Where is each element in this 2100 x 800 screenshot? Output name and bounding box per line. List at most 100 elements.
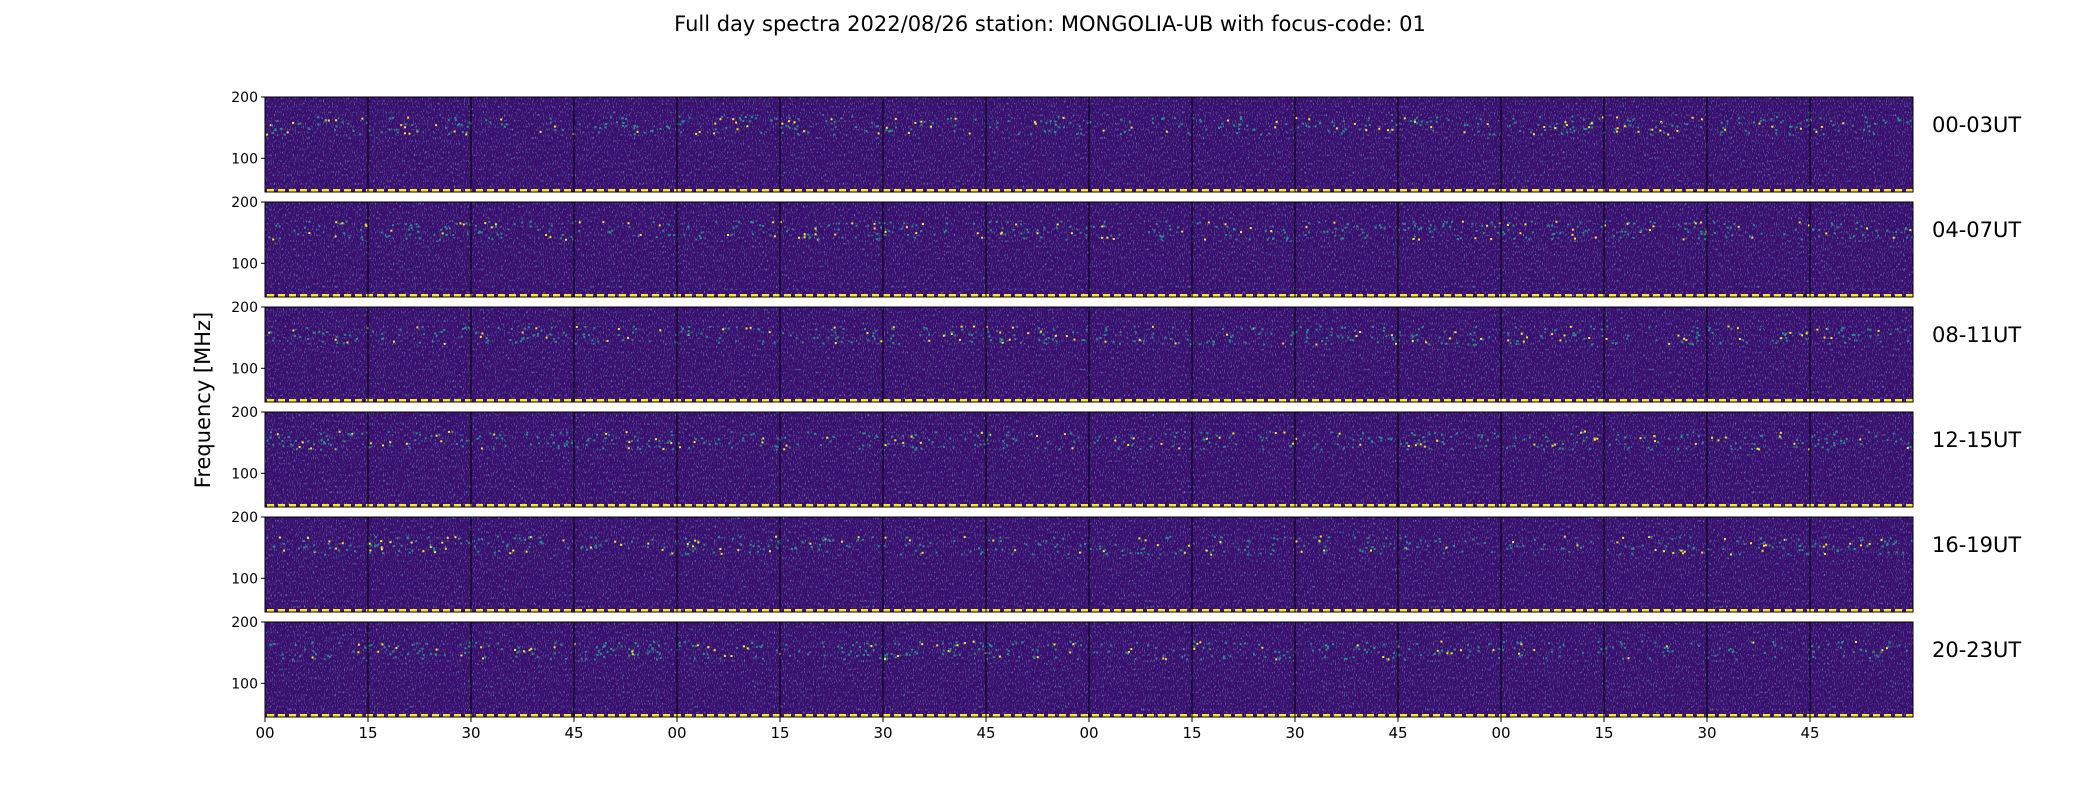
emission-speckle: [1033, 657, 1036, 660]
marker-dash: [1763, 504, 1770, 507]
marker-dash: [927, 294, 934, 297]
emission-speckle: [1794, 228, 1797, 231]
emission-speckle: [1359, 437, 1362, 440]
emission-speckle: [1127, 652, 1130, 655]
marker-dash: [1323, 609, 1330, 612]
marker-dash: [641, 609, 648, 612]
emission-speckle: [770, 539, 773, 542]
emission-speckle: [366, 431, 369, 434]
emission-speckle: [694, 438, 697, 440]
emission-speckle: [304, 648, 307, 651]
emission-speckle: [1393, 547, 1396, 550]
emission-speckle: [1036, 232, 1039, 235]
emission-speckle: [1117, 448, 1120, 451]
emission-speckle: [1093, 441, 1096, 444]
marker-dash: [641, 714, 648, 717]
marker-dash: [575, 189, 582, 192]
marker-dash: [1059, 504, 1066, 507]
marker-dash: [311, 609, 318, 612]
emission-speckle: [989, 644, 992, 647]
marker-dash: [388, 714, 395, 717]
marker-dash: [1257, 399, 1264, 402]
marker-dash: [1532, 189, 1539, 192]
marker-dash: [729, 504, 736, 507]
emission-speckle: [826, 436, 829, 439]
emission-speckle: [970, 334, 973, 336]
emission-speckle: [919, 641, 921, 644]
emission-speckle: [502, 541, 505, 544]
emission-speckle: [1689, 536, 1692, 539]
emission-speckle: [523, 327, 526, 330]
emission-speckle: [1580, 431, 1583, 434]
emission-speckle: [687, 226, 690, 229]
emission-speckle: [381, 338, 384, 341]
marker-dash: [487, 189, 494, 192]
emission-speckle: [359, 133, 362, 136]
emission-speckle: [877, 132, 880, 135]
emission-speckle: [1252, 327, 1255, 330]
emission-speckle: [1340, 237, 1343, 240]
marker-dash: [1092, 294, 1099, 297]
emission-speckle: [1151, 336, 1154, 339]
emission-speckle: [767, 545, 770, 548]
emission-speckle: [840, 340, 843, 343]
emission-speckle: [1697, 435, 1700, 438]
marker-dash: [1829, 189, 1836, 192]
emission-speckle: [585, 548, 588, 551]
emission-speckle: [1282, 654, 1285, 657]
emission-speckle: [999, 536, 1002, 539]
emission-speckle: [1138, 537, 1141, 540]
emission-speckle: [854, 236, 857, 239]
emission-speckle: [1205, 437, 1208, 440]
marker-dash: [1906, 504, 1913, 507]
emission-speckle: [1333, 124, 1336, 127]
marker-dash: [696, 294, 703, 297]
marker-dash: [1301, 714, 1308, 717]
emission-speckle: [1325, 549, 1328, 552]
marker-dash: [773, 504, 780, 507]
marker-dash: [883, 294, 890, 297]
emission-speckle: [632, 325, 635, 328]
marker-dash: [1345, 504, 1352, 507]
emission-speckle: [679, 123, 682, 126]
emission-speckle: [1078, 551, 1081, 554]
emission-speckle: [1244, 341, 1247, 344]
marker-dash: [542, 609, 549, 612]
marker-dash: [553, 294, 560, 297]
emission-speckle: [915, 224, 918, 227]
emission-speckle: [1762, 119, 1765, 122]
emission-speckle: [343, 440, 346, 443]
emission-speckle: [1137, 552, 1139, 555]
emission-speckle: [393, 545, 396, 547]
y-tick-label: 200: [231, 615, 258, 631]
emission-speckle: [1228, 340, 1231, 343]
marker-dash: [355, 714, 362, 717]
emission-speckle: [946, 117, 949, 120]
marker-dash: [1565, 399, 1572, 402]
marker-dash: [685, 504, 692, 507]
emission-speckle: [1749, 235, 1751, 238]
emission-speckle: [1368, 117, 1370, 120]
emission-speckle: [1045, 540, 1048, 543]
emission-speckle: [487, 645, 490, 647]
emission-speckle: [1297, 126, 1300, 129]
emission-speckle: [1412, 220, 1415, 223]
emission-speckle: [478, 230, 481, 233]
marker-dash: [564, 294, 571, 297]
emission-speckle: [707, 657, 710, 659]
emission-speckle: [884, 536, 887, 539]
emission-speckle: [1509, 544, 1512, 547]
emission-speckle: [446, 233, 449, 236]
emission-speckle: [1601, 116, 1604, 119]
emission-speckle: [691, 644, 694, 647]
emission-speckle: [892, 326, 895, 329]
marker-dash: [861, 609, 868, 612]
emission-speckle: [1193, 645, 1196, 648]
emission-speckle: [1069, 225, 1072, 228]
emission-speckle: [773, 341, 776, 344]
emission-speckle: [831, 328, 833, 331]
emission-speckle: [345, 220, 348, 223]
emission-speckle: [866, 642, 869, 645]
emission-speckle: [1774, 644, 1777, 647]
marker-dash: [1037, 189, 1044, 192]
